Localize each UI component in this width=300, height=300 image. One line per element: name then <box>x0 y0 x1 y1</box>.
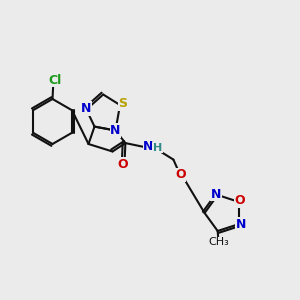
Text: O: O <box>235 194 245 207</box>
Text: O: O <box>175 168 186 182</box>
Text: S: S <box>118 97 127 110</box>
Text: N: N <box>211 188 221 201</box>
Text: CH₃: CH₃ <box>208 237 229 248</box>
Text: H: H <box>153 142 162 153</box>
Text: N: N <box>143 140 154 154</box>
Text: N: N <box>110 124 121 137</box>
Text: N: N <box>81 102 92 115</box>
Text: N: N <box>236 218 246 231</box>
Text: O: O <box>117 158 128 171</box>
Text: Cl: Cl <box>48 74 62 87</box>
